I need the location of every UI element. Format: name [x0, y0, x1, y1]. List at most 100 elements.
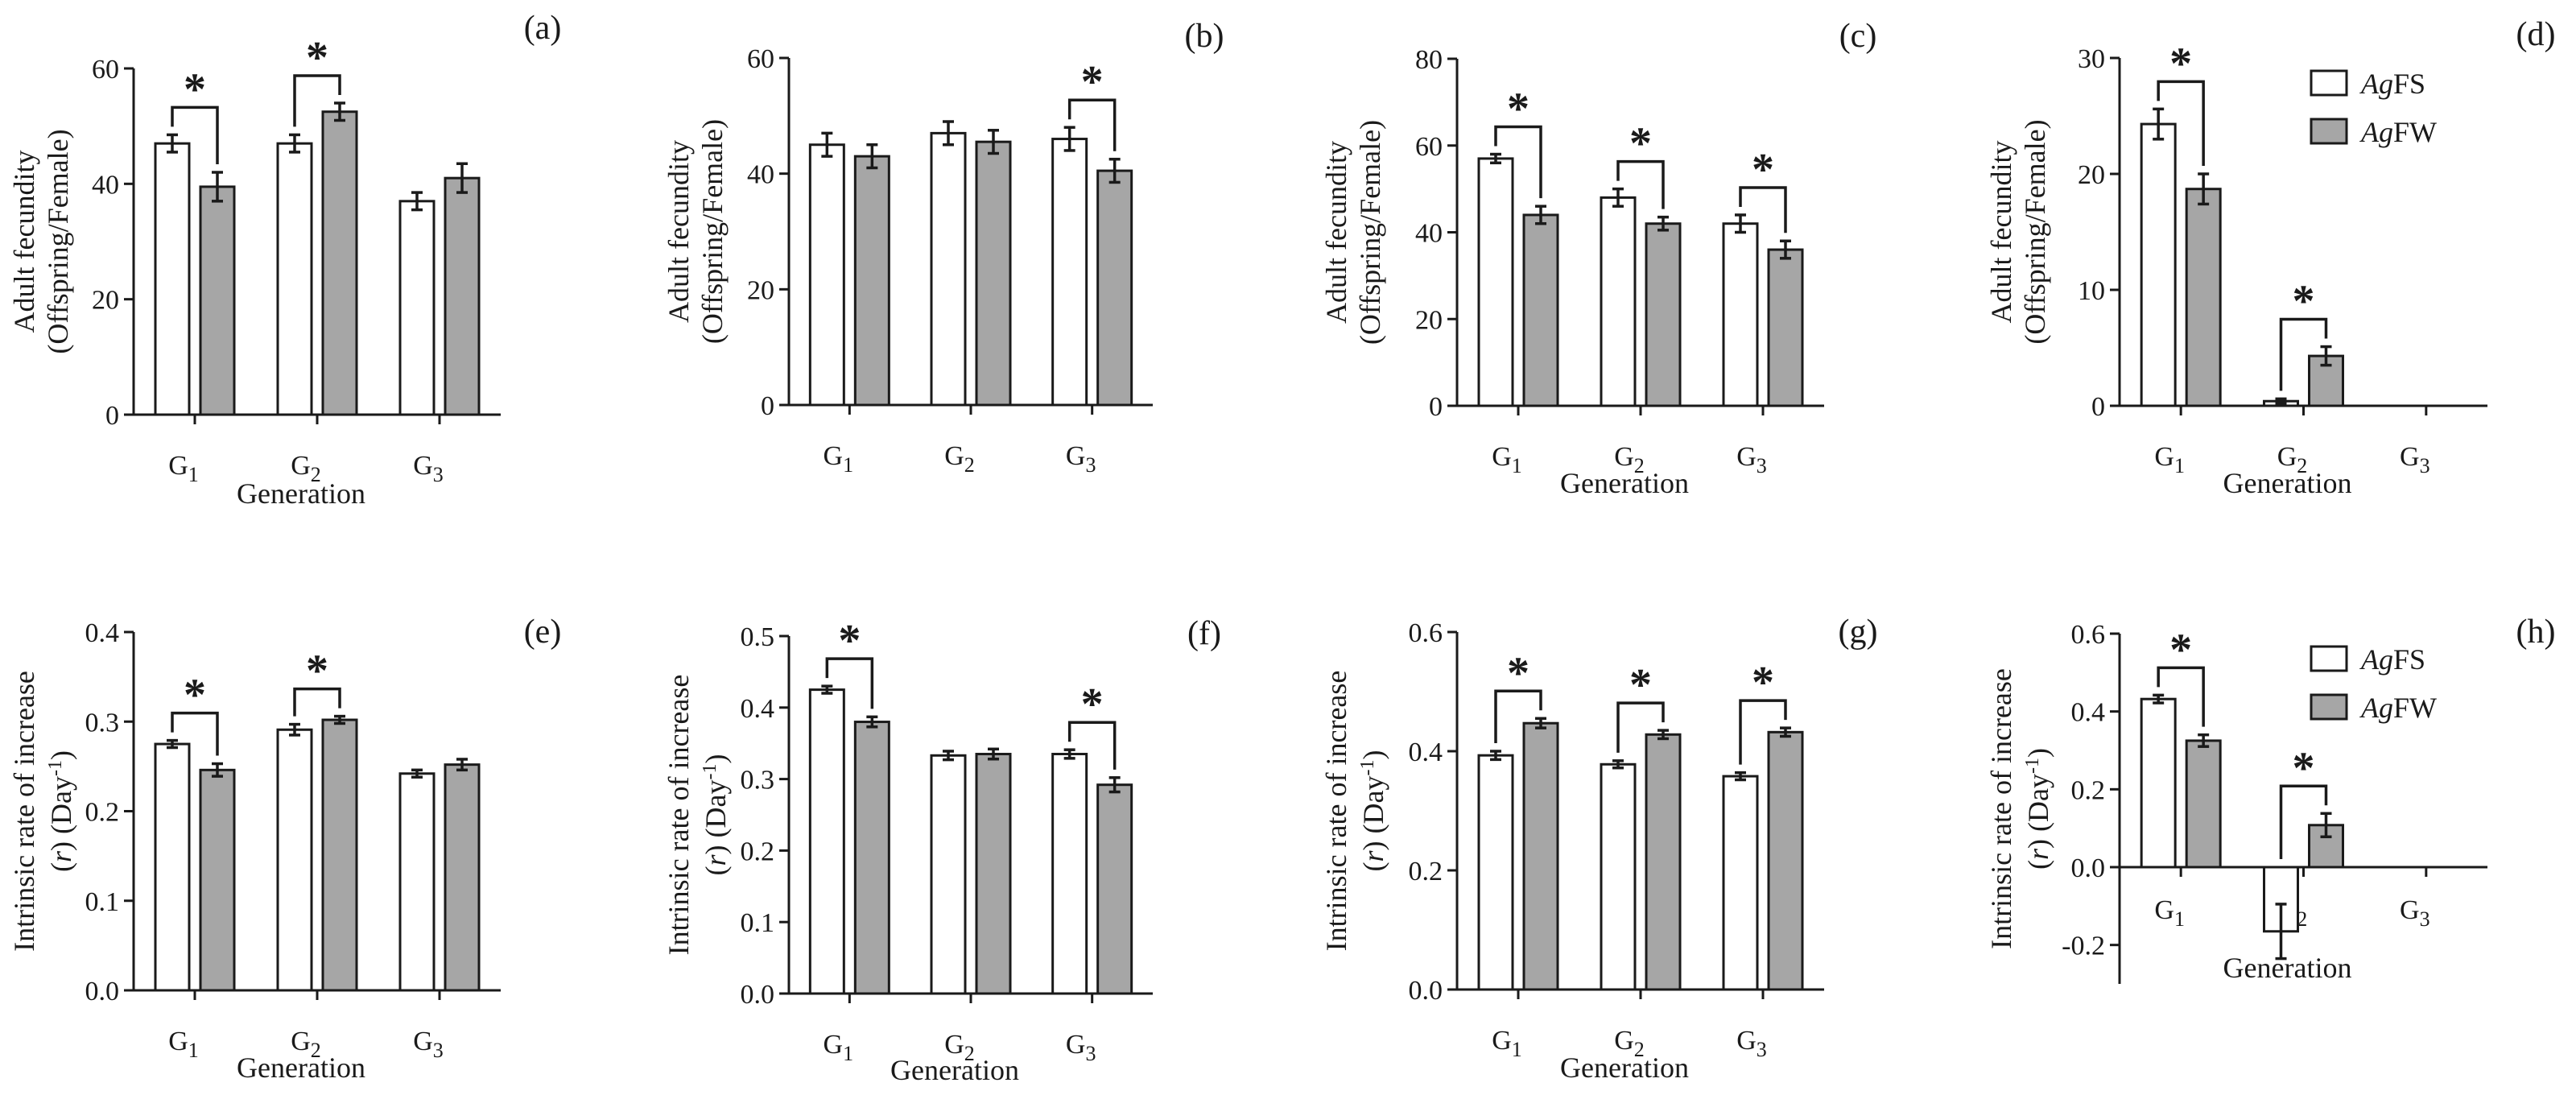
y-tick-label: 30 [2078, 44, 2105, 74]
y-tick-label: 0.0 [85, 977, 120, 1006]
bar [1477, 157, 1514, 407]
y-tick-label: 0.5 [741, 622, 775, 652]
y-axis-label: Adult fecundity [663, 140, 695, 323]
y-tick-label: 0 [105, 401, 119, 431]
bar [1722, 775, 1759, 991]
y-tick-label: 0.6 [1409, 618, 1443, 648]
significance-bracket [1616, 159, 1665, 209]
significance-star: * [2169, 625, 2192, 675]
bar [975, 753, 1012, 995]
y-axis-label: Adult fecundity [8, 151, 40, 333]
significance-star: * [184, 64, 206, 114]
bar [2185, 188, 2222, 407]
chart-panel: 0.0 0.1 0.2 0.3 0.4 0.5 G1 * G2 G3 * (f) Intrinsic r… [663, 615, 1221, 1086]
significance-bracket [1494, 689, 1542, 743]
x-tick-label: G2 [291, 451, 321, 486]
bar [1522, 721, 1559, 991]
x-axis-label: Generation [1560, 1052, 1689, 1084]
bar [276, 142, 313, 416]
y-tick-label: 40 [747, 160, 774, 190]
bar [1096, 783, 1133, 995]
significance-star: * [1752, 658, 1774, 708]
bar [2140, 697, 2177, 869]
panel-label: (h) [2516, 614, 2556, 651]
bar [1051, 138, 1088, 407]
bar [154, 142, 191, 416]
bar [1767, 730, 1804, 991]
y-tick-label: 10 [2078, 276, 2105, 306]
bar [1645, 733, 1682, 991]
bar [321, 110, 358, 416]
legend-label: AgFS [2359, 643, 2425, 676]
bar [398, 772, 436, 992]
bar [276, 728, 313, 992]
bar [1767, 248, 1804, 407]
x-tick-label: G2 [291, 1027, 321, 1062]
y-tick-label: 20 [1415, 305, 1443, 335]
x-tick-label: G3 [1066, 1030, 1096, 1065]
bar [1051, 753, 1088, 995]
legend-swatch [2310, 645, 2348, 672]
legend-label: AgFW [2359, 692, 2437, 724]
significance-star: * [306, 33, 328, 83]
bar [1600, 196, 1637, 407]
x-tick-label: G1 [168, 1027, 199, 1062]
significance-bracket [1739, 699, 1787, 765]
bar [975, 140, 1012, 407]
y-axis-label: Adult fecundity [1320, 141, 1352, 324]
significance-star: * [2169, 39, 2192, 89]
x-tick-label: G1 [2154, 442, 2185, 477]
bar [1096, 169, 1133, 407]
significance-star: * [1081, 57, 1104, 107]
y-axis-label: (Offspring/Female) [696, 119, 729, 344]
bar [1722, 222, 1759, 407]
chart-panel: 0 20 40 60 G1 G2 G3 * (b) Adult fecundity (Offspri… [663, 18, 1224, 477]
panel-label: (d) [2516, 16, 2556, 53]
x-axis-label: Generation [2223, 467, 2352, 499]
panel-label: (e) [524, 614, 562, 651]
panel-label: (a) [524, 10, 562, 47]
legend-label: AgFW [2359, 116, 2437, 148]
x-axis-label: Generation [1560, 467, 1689, 499]
significance-bracket [825, 657, 874, 709]
legend-label: AgFS [2359, 68, 2425, 100]
y-tick-label: 0.1 [85, 887, 120, 917]
y-tick-label: 0 [761, 391, 774, 421]
bar [853, 721, 890, 995]
x-tick-label: G1 [2154, 895, 2185, 931]
x-tick-label: G3 [2400, 442, 2430, 477]
y-tick-label: 0.3 [85, 708, 120, 738]
y-tick-label: 20 [747, 275, 774, 305]
y-axis-label: (r) (Day-1) [45, 750, 77, 872]
bar [398, 200, 436, 416]
y-tick-label: 0.4 [2071, 698, 2106, 728]
y-axis-label: (r) (Day-1) [2022, 748, 2054, 870]
legend-swatch [2310, 118, 2348, 145]
significance-bracket [1616, 701, 1665, 753]
y-tick-label: 60 [1415, 132, 1443, 162]
panel-label: (f) [1187, 615, 1221, 652]
chart-panel: 0 20 40 60 80 G1 * G2 * G3 * (c) Adult fecundity (Off… [1320, 18, 1876, 499]
y-axis-label: (Offspring/Female) [42, 129, 74, 353]
bar [930, 754, 967, 995]
bar [808, 688, 845, 995]
y-tick-label: 0.0 [741, 980, 775, 1010]
bar [1645, 222, 1682, 407]
significance-bracket [293, 687, 341, 717]
y-tick-label: 0 [1429, 392, 1443, 422]
bar [2185, 739, 2222, 869]
x-axis-label: Generation [890, 1054, 1019, 1086]
y-tick-label: 20 [2078, 160, 2105, 190]
significance-star: * [1629, 119, 1652, 169]
significance-star: * [1752, 145, 1774, 195]
y-axis-label: Intrinsic rate of increase [1985, 668, 2017, 949]
significance-star: * [1507, 85, 1530, 134]
bar [321, 718, 358, 992]
significance-star: * [2293, 277, 2315, 327]
y-axis-label: (Offspring/Female) [2019, 119, 2051, 344]
x-tick-label: G2 [2277, 442, 2308, 477]
bar [1522, 213, 1559, 407]
significance-bracket [1739, 186, 1787, 233]
y-axis-label: Intrinsic rate of increase [1320, 671, 1352, 952]
y-tick-label: 0.2 [741, 837, 775, 866]
